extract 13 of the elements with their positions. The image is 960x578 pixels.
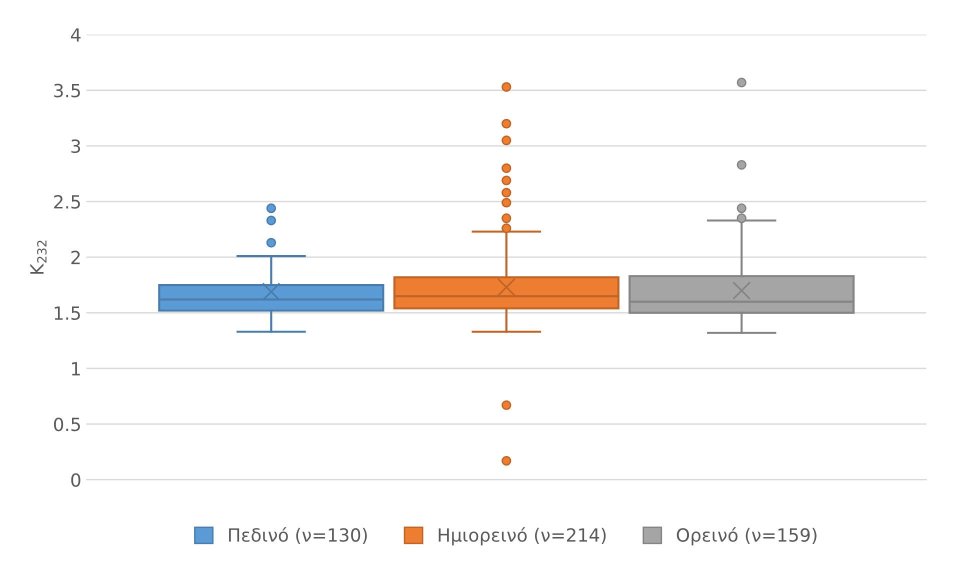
y-tick-label: 2.5 [54,195,80,209]
y-tick-label: 1.5 [54,306,80,320]
y-axis-title: K$_{232}$ [30,240,47,274]
y-tick-label: 0.5 [54,418,80,432]
y-tick-label: 2 [71,250,80,264]
y-tick-label: 3.5 [54,84,80,98]
y-tick-label: 3 [71,139,80,154]
y-tick-label: 4 [70,28,81,42]
y-tick-label: 0 [71,473,80,487]
legend-label: Ορεινό (ν=159) [676,527,816,546]
legend-label: Ημιορεινό (ν=214) [438,527,606,546]
y-tick-label: 1 [72,362,80,376]
legend-label: Πεδινό (ν=130) [229,527,367,544]
